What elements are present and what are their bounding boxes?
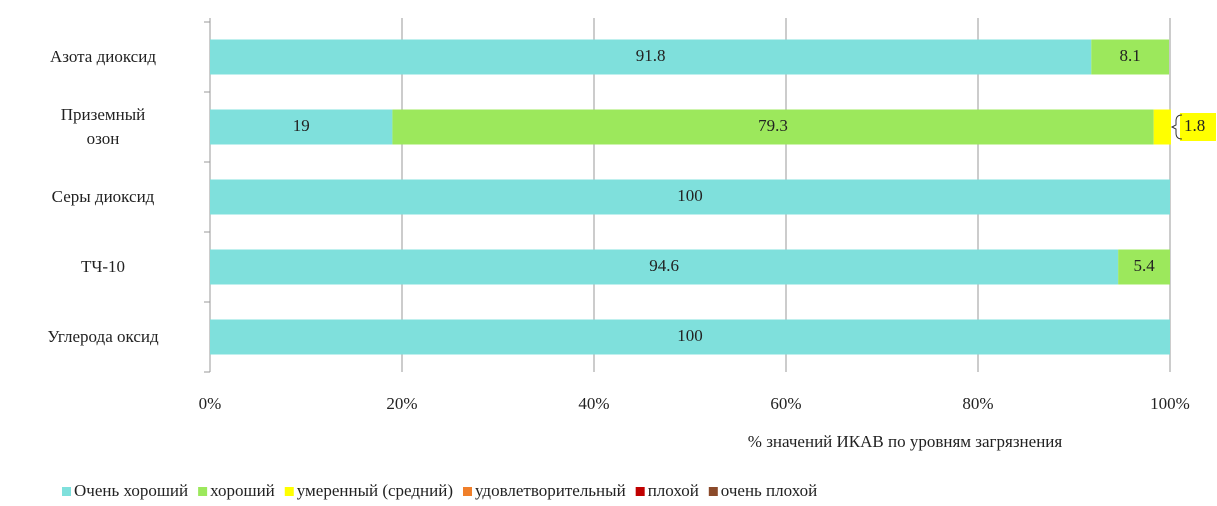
bar-segment [210,109,393,145]
bar-segment [1118,249,1170,285]
y-tick-label: ТЧ-10 [80,257,126,276]
legend-label: Очень хороший [74,481,188,500]
legend-swatch [708,487,718,496]
data-label: 100 [677,186,703,205]
legend-label: очень плохой [721,481,817,500]
bar-segment [210,179,1170,215]
legend-swatch [198,487,208,496]
bars [210,39,1171,355]
x-tick-label: 80% [962,394,993,413]
y-tick-label: Приземный озон [60,105,146,148]
legend-label: хороший [210,481,275,500]
y-tick-label: Азота диоксид [50,47,156,66]
data-label: 100 [677,326,703,345]
x-tick-label: 0% [199,394,222,413]
data-label: 19 [293,116,310,135]
bar-segment [1091,39,1170,75]
y-tick-label: Углерода оксид [47,327,159,346]
bar-segment [392,109,1154,145]
data-label: 1.8 [1184,116,1205,135]
bar-segment [210,249,1119,285]
legend-swatch [635,487,645,496]
data-label: 8.1 [1120,46,1141,65]
legend-swatch [62,487,71,496]
x-tick-label: 40% [578,394,609,413]
legend-label: плохой [648,481,699,500]
bar-segment [1153,109,1171,145]
legend-label: умеренный (средний) [297,481,453,500]
bar-segment [210,39,1092,75]
data-label: 91.8 [636,46,666,65]
x-tick-label: 60% [770,394,801,413]
bar-segment [210,319,1170,355]
y-tick-label: Серы диоксид [51,187,155,206]
legend-label: удовлетворительный [475,481,626,500]
x-tick-label: 100% [1150,394,1190,413]
data-label-brace [1170,114,1183,140]
data-label-bg [1180,113,1216,141]
x-tick-label: 20% [386,394,417,413]
legend-swatch [284,487,294,496]
data-label: 5.4 [1133,256,1155,275]
legend-swatch [463,487,472,496]
data-label: 94.6 [649,256,679,275]
labels: 91.8 8.1 19 79.3 1.8 100 94.6 5.4 100 [293,46,1216,345]
data-label: 79.3 [758,116,788,135]
x-axis-label: % значений ИКАВ по уровням загрязнения [748,432,1063,451]
